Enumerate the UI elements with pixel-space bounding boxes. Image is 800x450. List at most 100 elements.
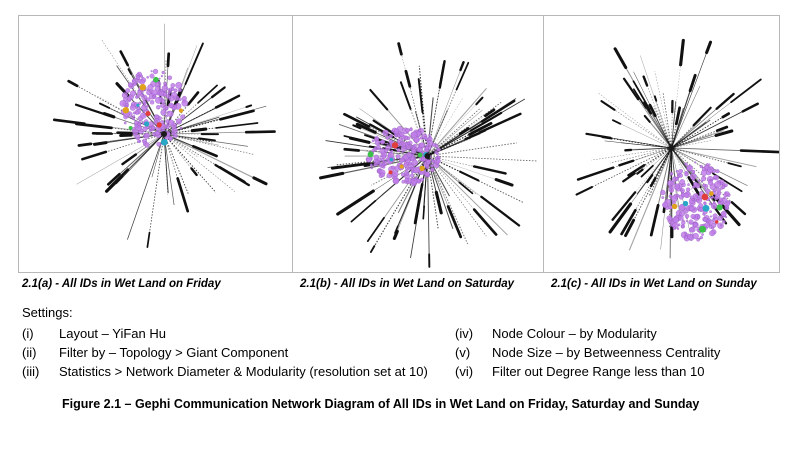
network-node — [660, 189, 666, 196]
network-node — [713, 188, 717, 192]
network-node — [142, 100, 146, 104]
network-edge-bundle — [67, 79, 79, 88]
network-node — [407, 141, 410, 145]
network-node-accent — [702, 204, 710, 212]
network-node — [709, 215, 712, 218]
settings-item-text: Node Size – by Betweenness Centrality — [492, 345, 721, 361]
network-node — [686, 164, 693, 172]
network-hub-node — [668, 144, 675, 151]
network-node — [697, 215, 701, 219]
network-node — [119, 100, 127, 107]
network-node — [374, 146, 377, 149]
network-node — [701, 167, 706, 172]
network-node — [413, 143, 417, 148]
network-edge — [671, 126, 727, 149]
network-node — [409, 167, 413, 170]
network-node — [391, 130, 394, 133]
network-edge — [427, 142, 517, 157]
network-node — [168, 119, 175, 126]
network-node — [722, 197, 725, 200]
network-edge-bundle — [197, 84, 218, 104]
network-edge — [163, 23, 165, 135]
network-edge-bundle — [330, 162, 371, 170]
network-edge — [601, 100, 672, 149]
network-edge — [612, 120, 672, 149]
network-node — [410, 131, 418, 138]
settings-heading: Settings: — [22, 305, 73, 320]
network-node — [693, 222, 698, 228]
network-node — [144, 142, 150, 148]
network-node — [678, 204, 686, 211]
network-edge-bundle — [343, 147, 361, 152]
network-edge-bundle — [494, 178, 514, 187]
network-edge-bundle — [369, 245, 376, 254]
figure-panels — [18, 15, 780, 273]
network-node-accent — [682, 200, 689, 207]
settings-list-left: (i) Layout – YiFan Hu (ii) Filter by – T… — [22, 324, 428, 382]
network-edge-bundle — [627, 164, 646, 177]
network-node-accent — [709, 191, 714, 196]
network-edge-bundle — [636, 168, 644, 175]
network-node — [720, 224, 723, 227]
network-node — [399, 131, 405, 137]
network-node — [162, 92, 168, 97]
network-node — [150, 126, 155, 130]
network-edge — [671, 113, 729, 149]
network-edge-bundle — [92, 141, 108, 146]
network-node — [686, 187, 691, 192]
network-node — [134, 134, 141, 140]
network-edge-bundle — [77, 142, 93, 147]
settings-item-number: (iii) — [22, 364, 40, 380]
network-graph-saturday — [319, 42, 537, 268]
network-edge — [633, 71, 672, 149]
network-node — [388, 152, 394, 158]
network-node — [724, 215, 728, 219]
network-edge-bundle — [108, 168, 130, 189]
network-edge — [82, 133, 165, 160]
network-node — [377, 157, 382, 162]
network-edge-bundle — [674, 106, 682, 126]
network-node — [379, 155, 382, 158]
network-edge-bundle — [397, 42, 403, 56]
network-edge-bundle — [642, 75, 649, 87]
network-panel-sunday — [543, 16, 779, 272]
network-edge — [666, 147, 672, 201]
network-node-accent — [367, 151, 374, 158]
network-edge-bundle — [343, 112, 371, 128]
network-edge — [344, 135, 428, 157]
network-node — [684, 213, 690, 219]
network-node-accent — [153, 76, 159, 83]
edge-group — [575, 38, 779, 259]
network-node — [136, 125, 142, 131]
network-edge — [597, 92, 672, 149]
network-edge-bundle — [459, 170, 480, 182]
network-edge-bundle — [730, 201, 747, 216]
network-edge — [612, 147, 672, 220]
network-edge-bundle — [480, 195, 521, 227]
network-edge-bundle — [146, 231, 151, 248]
network-edge-bundle — [192, 144, 218, 158]
network-node — [684, 162, 688, 166]
network-edge — [427, 101, 503, 157]
network-node — [687, 183, 690, 186]
network-node — [400, 172, 405, 177]
network-node — [698, 190, 704, 196]
network-node — [691, 169, 696, 174]
network-node — [179, 126, 183, 130]
network-edge-bundle — [464, 129, 487, 141]
network-edge-bundle — [730, 78, 762, 104]
network-edge-bundle — [679, 38, 685, 67]
network-edge-bundle — [319, 171, 345, 180]
network-edge-bundle — [739, 149, 779, 154]
network-edge-bundle — [121, 153, 138, 166]
network-node-accent — [139, 84, 147, 91]
network-node — [131, 116, 134, 119]
panel-caption-sunday: 2.1(c) - All IDs in Wet Land on Sunday — [551, 278, 757, 290]
network-node — [131, 78, 139, 85]
network-node-accent — [716, 204, 723, 211]
network-node — [683, 192, 689, 198]
network-edge-bundle — [366, 216, 385, 242]
node-group — [119, 68, 189, 148]
network-panel-friday — [19, 16, 291, 272]
network-node — [401, 179, 406, 184]
